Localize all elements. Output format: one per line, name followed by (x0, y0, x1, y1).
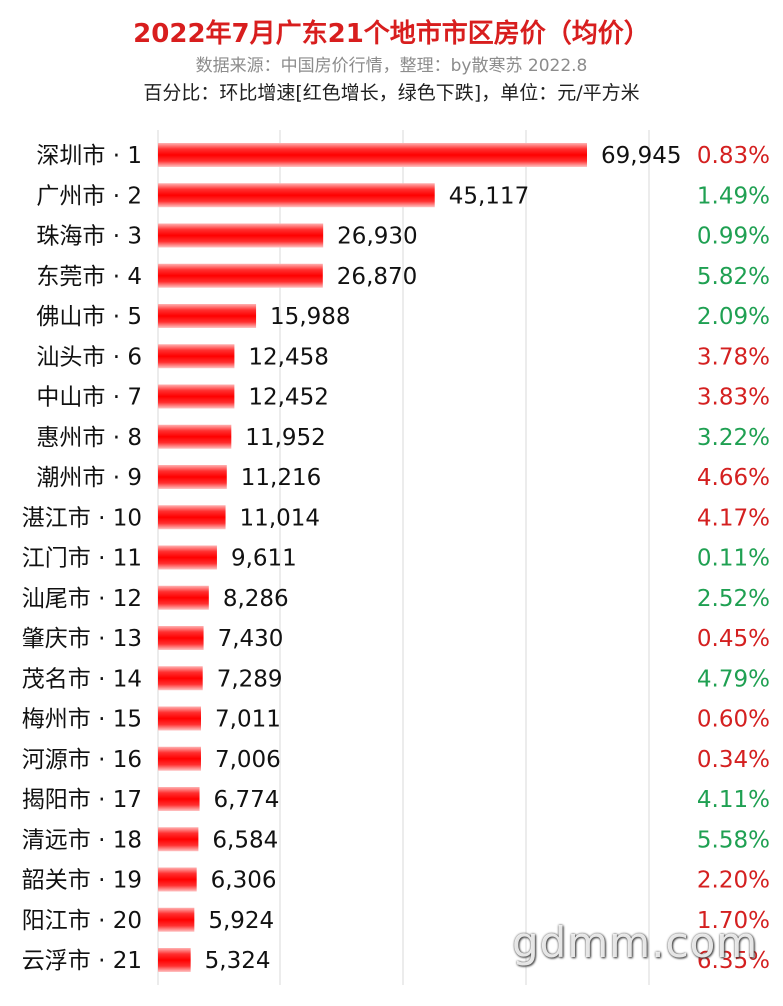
category-label: 惠州市 · 8 (36, 425, 142, 451)
category-label: 东莞市 · 4 (36, 264, 142, 290)
value-label: 69,945 (601, 143, 681, 169)
category-label: 梅州市 · 15 (22, 707, 142, 733)
chart-subtitle: 数据来源：中国房价行情，整理：by散寒苏 2022.8 (195, 56, 588, 76)
change-label: 5.58% (697, 827, 770, 853)
value-label: 11,216 (241, 465, 321, 491)
bar (158, 867, 197, 892)
value-label: 8,286 (223, 586, 289, 612)
value-label: 26,870 (337, 264, 417, 290)
bar (158, 183, 435, 208)
category-label: 阳江市 · 20 (22, 908, 142, 934)
change-label: 3.22% (697, 425, 770, 451)
bar (158, 223, 324, 248)
bar (158, 948, 191, 972)
value-label: 12,452 (248, 385, 328, 411)
bar (158, 263, 323, 288)
bar (158, 827, 199, 852)
value-label: 11,014 (240, 505, 320, 531)
category-label: 中山市 · 7 (36, 385, 142, 411)
category-label: 湛江市 · 10 (22, 505, 142, 531)
bar (158, 143, 587, 167)
change-label: 5.82% (697, 264, 770, 290)
change-label: 2.09% (697, 304, 770, 330)
change-label: 4.11% (697, 787, 770, 813)
category-label: 汕尾市 · 12 (22, 586, 142, 612)
category-label: 广州市 · 2 (36, 183, 142, 209)
category-label: 江门市 · 11 (22, 546, 142, 572)
category-label: 云浮市 · 21 (22, 948, 142, 974)
value-label: 9,611 (231, 546, 297, 572)
bar (158, 626, 204, 650)
category-label: 汕头市 · 6 (36, 344, 142, 370)
change-label: 3.83% (697, 385, 770, 411)
value-label: 45,117 (449, 183, 529, 209)
value-label: 6,774 (214, 787, 280, 813)
change-label: 0.11% (697, 546, 770, 572)
value-label: 7,430 (218, 626, 284, 652)
bar (158, 666, 203, 691)
change-label: 2.20% (697, 868, 770, 894)
value-label: 15,988 (270, 304, 350, 330)
bars (158, 143, 587, 972)
change-label: 1.70% (697, 908, 770, 934)
category-label: 河源市 · 16 (22, 747, 142, 773)
bar (158, 465, 227, 489)
value-label: 7,289 (217, 666, 283, 692)
category-label: 肇庆市 · 13 (22, 626, 142, 652)
change-label: 0.45% (697, 626, 770, 652)
change-label: 2.52% (697, 586, 770, 612)
value-label: 6,306 (211, 868, 277, 894)
bar (158, 787, 200, 811)
category-label: 深圳市 · 1 (36, 143, 142, 169)
bar (158, 706, 202, 731)
bar (158, 304, 257, 328)
chart-title: 2022年7月广东21个地市市区房价（均价） (133, 19, 650, 49)
value-label: 5,924 (208, 908, 274, 934)
bar (158, 585, 209, 610)
category-label: 揭阳市 · 17 (22, 787, 142, 813)
bar (158, 424, 232, 449)
change-label: 0.83% (697, 143, 770, 169)
bar (158, 505, 226, 530)
watermark-text: gdmm.com (512, 918, 759, 967)
bar (158, 907, 195, 932)
change-label: 6.35% (697, 948, 770, 974)
value-label: 26,930 (337, 224, 417, 250)
category-label: 茂名市 · 14 (22, 666, 142, 692)
value-label: 6,584 (212, 827, 278, 853)
chart-note: 百分比：环比增速[红色增长，绿色下跌]，单位：元/平方米 (143, 82, 640, 104)
category-label: 佛山市 · 5 (36, 304, 142, 330)
change-label: 0.99% (697, 224, 770, 250)
value-label: 5,324 (205, 948, 271, 974)
change-label: 3.78% (697, 344, 770, 370)
change-label: 4.66% (697, 465, 770, 491)
change-label: 1.49% (697, 183, 770, 209)
bar (158, 384, 235, 409)
change-label: 4.79% (697, 666, 770, 692)
value-label: 7,011 (215, 707, 281, 733)
category-label: 韶关市 · 19 (22, 868, 142, 894)
change-label: 0.60% (697, 707, 770, 733)
labels: 深圳市 · 1 69,945 0.83% 广州市 · 2 45,117 1.49% 珠海市 … (22, 143, 770, 974)
bar (158, 344, 235, 369)
change-label: 0.34% (697, 747, 770, 773)
category-label: 潮州市 · 9 (36, 465, 142, 491)
value-label: 12,458 (248, 344, 328, 370)
bar (158, 545, 217, 570)
category-label: 珠海市 · 3 (36, 224, 142, 250)
bar (158, 746, 201, 771)
value-label: 11,952 (245, 425, 325, 451)
value-label: 7,006 (215, 747, 281, 773)
category-label: 清远市 · 18 (22, 827, 142, 853)
change-label: 4.17% (697, 505, 770, 531)
